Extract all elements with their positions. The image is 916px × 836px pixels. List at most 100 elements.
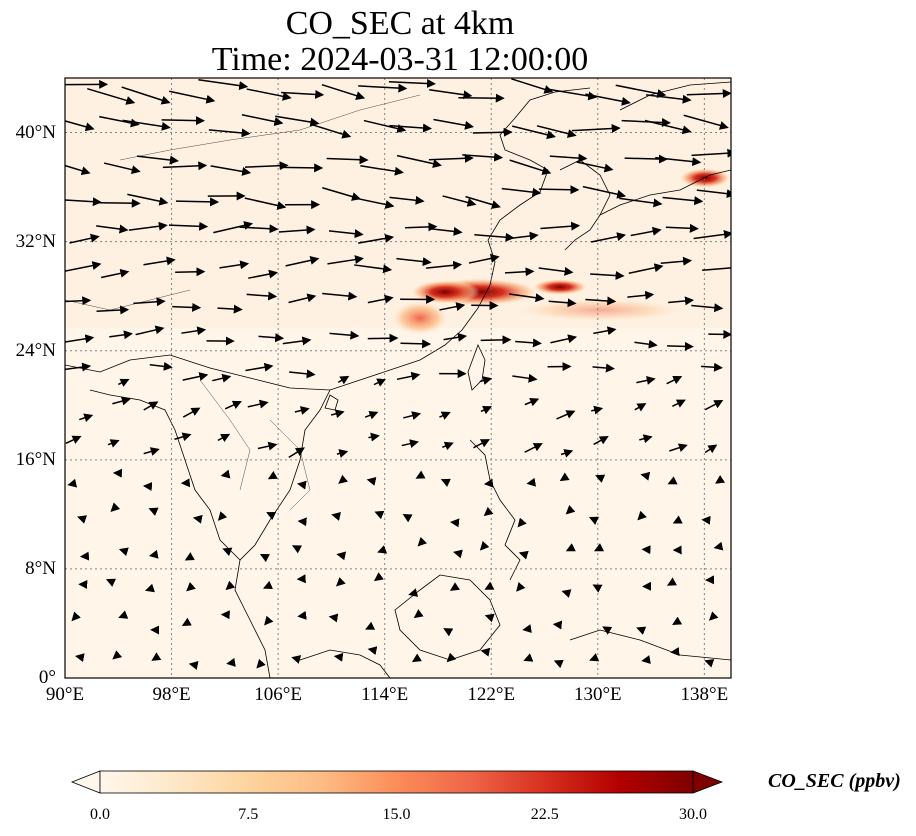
wind-arrow <box>244 161 289 171</box>
wind-arrow <box>515 338 542 348</box>
colorbar-tick-label: 0.0 <box>90 806 110 823</box>
wind-arrow <box>474 232 515 242</box>
wind-arrow <box>540 221 581 231</box>
wind-arrow <box>669 443 688 452</box>
wind-arrow <box>518 550 529 560</box>
wind-arrow <box>248 269 279 279</box>
colorbar-tick-label: 7.5 <box>238 806 259 823</box>
wind-arrow <box>127 193 169 206</box>
colorbar-min-extend <box>70 770 101 794</box>
wind-arrow <box>396 257 432 267</box>
wind-arrow <box>135 325 165 336</box>
colorbar-tick-label: 30.0 <box>679 806 707 823</box>
map-frame <box>64 77 732 679</box>
wind-arrow <box>327 255 365 265</box>
wind-arrow <box>442 441 454 451</box>
wind-arrow <box>172 302 202 312</box>
wind-arrow <box>602 626 613 635</box>
wind-arrow <box>465 195 501 209</box>
wind-arrow <box>374 510 385 520</box>
wind-arrow <box>576 161 614 173</box>
wind-arrow <box>241 114 284 126</box>
wind-arrow <box>65 435 82 444</box>
wind-arrow <box>365 621 376 630</box>
wind-arrow <box>65 164 91 176</box>
wind-arrow <box>297 610 307 620</box>
wind-arrow <box>107 439 120 448</box>
wind-arrow <box>691 303 724 313</box>
wind-arrow <box>509 293 545 303</box>
wind-arrow <box>458 93 505 103</box>
lon-tick-label: 114°E <box>361 684 409 705</box>
wind-arrow <box>628 263 664 274</box>
wind-arrow <box>275 115 320 127</box>
wind-arrow <box>87 87 136 105</box>
lat-tick-label: 40°N <box>15 121 56 143</box>
wind-arrow <box>666 577 678 586</box>
wind-arrow <box>373 378 387 387</box>
co-plume <box>532 279 588 295</box>
map-title-line1: CO_SEC at 4km <box>285 5 515 42</box>
wind-arrow <box>326 155 369 165</box>
wind-arrow <box>655 156 702 167</box>
wind-arrow <box>483 506 494 517</box>
wind-arrow <box>112 396 131 406</box>
wind-arrow <box>571 124 621 133</box>
wind-arrow <box>174 432 192 442</box>
wind-arrow <box>121 86 171 105</box>
wind-arrow <box>453 549 463 559</box>
wind-arrow <box>294 406 310 415</box>
wind-arrow <box>480 647 491 657</box>
wind-vectors <box>65 78 731 670</box>
wind-arrow <box>79 413 94 423</box>
wind-arrow <box>377 545 388 554</box>
wind-arrow <box>593 326 617 336</box>
gridlines <box>65 78 731 678</box>
wind-arrow <box>634 339 658 349</box>
wind-arrow <box>430 226 463 236</box>
wind-arrow <box>408 588 419 597</box>
wind-arrow <box>96 224 129 234</box>
wind-arrow <box>396 371 421 381</box>
colorbar-tick-label: 15.0 <box>382 806 411 823</box>
wind-arrow <box>366 477 377 486</box>
wind-arrow <box>644 119 692 135</box>
wind-arrow <box>148 507 159 516</box>
wind-arrow <box>353 196 395 209</box>
wind-arrow <box>330 409 345 419</box>
wind-arrow <box>405 222 438 232</box>
wind-arrow <box>118 378 130 387</box>
wind-arrow <box>278 225 316 235</box>
wind-arrow <box>143 401 159 411</box>
wind-arrow <box>175 267 206 277</box>
wind-arrow <box>417 536 428 547</box>
wind-arrow <box>550 334 578 344</box>
wind-arrow <box>264 615 274 626</box>
wind-arrow <box>536 125 577 138</box>
wind-arrow <box>641 655 651 664</box>
wind-arrow <box>615 84 667 98</box>
wind-arrow <box>103 162 141 175</box>
wind-arrow <box>585 93 631 106</box>
wind-arrow <box>367 294 394 304</box>
wind-arrow <box>672 515 683 524</box>
wind-arrow <box>683 114 729 130</box>
wind-arrow <box>259 553 270 563</box>
wind-arrow <box>186 582 196 592</box>
wind-arrow <box>67 478 78 488</box>
wind-arrow <box>188 661 199 670</box>
wind-arrow <box>507 231 539 241</box>
wind-arrow <box>71 611 81 622</box>
wind-arrow <box>433 118 474 130</box>
wind-arrow <box>328 613 339 623</box>
wind-arrow <box>713 541 724 551</box>
wind-arrow <box>462 152 504 162</box>
wind-arrow <box>565 505 576 515</box>
wind-arrow <box>509 159 552 175</box>
wind-arrow <box>548 298 577 308</box>
wind-arrow <box>523 653 534 662</box>
wind-arrow <box>636 375 656 385</box>
wind-arrow <box>480 406 493 415</box>
wind-arrow <box>411 653 422 663</box>
